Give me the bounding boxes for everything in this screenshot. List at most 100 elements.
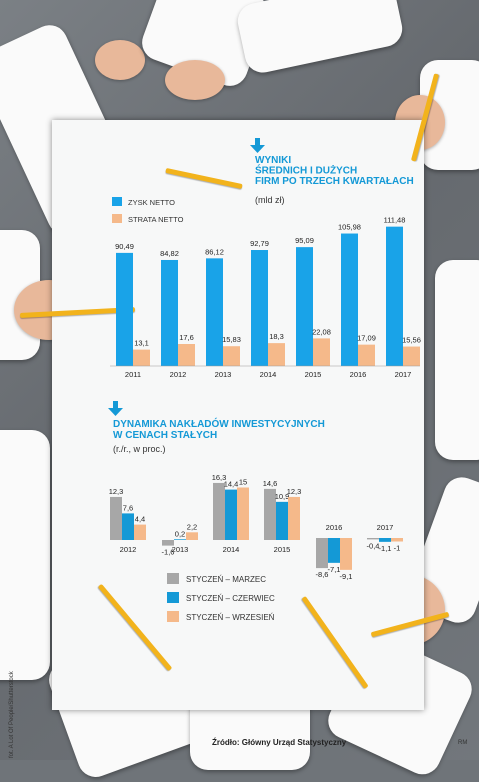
tick-label: 2014 xyxy=(260,370,277,379)
bar-label: -1,6 xyxy=(162,548,175,557)
bar-strata xyxy=(358,344,375,366)
bar-zysk xyxy=(116,252,133,366)
bar-zysk xyxy=(206,258,223,366)
legend-label: STYCZEŃ – CZERWIEC xyxy=(186,594,275,603)
bar-label: 16,3 xyxy=(212,473,227,482)
bar-series-2 xyxy=(276,501,288,540)
legend-swatch xyxy=(167,611,179,622)
bar-label: 84,82 xyxy=(160,249,179,258)
tick-label: 2013 xyxy=(172,545,189,554)
bar-label: -8,6 xyxy=(316,570,329,579)
tick-label: 2017 xyxy=(395,370,412,379)
tick-label: 2013 xyxy=(215,370,232,379)
tick-label: 2012 xyxy=(170,370,187,379)
bar-series-1 xyxy=(316,538,328,569)
bar-series-1 xyxy=(213,482,225,540)
title-line: W CENACH STAŁYCH xyxy=(113,430,217,441)
chart2-title: DYNAMIKA NAKŁADÓW INWESTYCYJNYCH W CENACH… xyxy=(113,417,325,441)
bar-strata xyxy=(133,349,150,366)
bar-series-3 xyxy=(288,496,300,540)
bar-series-1 xyxy=(264,488,276,540)
bar-label: 2,2 xyxy=(187,522,197,531)
title-line: DYNAMIKA NAKŁADÓW INWESTYCYJNYCH xyxy=(113,417,325,430)
bar-series-3 xyxy=(186,532,198,540)
chart1-legend: ZYSK NETTO STRATA NETTO xyxy=(112,197,184,224)
author-initials: RM xyxy=(458,740,468,746)
bar-label: 15,56 xyxy=(402,336,421,345)
tick-label: 2014 xyxy=(223,545,240,554)
bar-zysk xyxy=(296,247,313,366)
bar-label: 14,4 xyxy=(224,480,239,489)
bar-label: -1,1 xyxy=(379,544,392,553)
bar-zysk xyxy=(161,259,178,366)
bar-label: 92,79 xyxy=(250,239,269,248)
chart2-subtitle: (r./r., w proc.) xyxy=(113,444,166,454)
bar-label: 14,6 xyxy=(263,479,278,488)
source-note: Źródło: Główny Urząd Statystyczny xyxy=(212,738,347,747)
arm-right-mid xyxy=(435,260,479,460)
bar-label: 15 xyxy=(239,478,247,487)
bar-series-2 xyxy=(328,538,340,563)
bar-series-3 xyxy=(391,538,403,542)
tick-label: 2015 xyxy=(305,370,322,379)
bar-label: 10,9 xyxy=(275,492,290,501)
chart-canvas: WYNIKI ŚREDNICH I DUŻYCH FIRM PO TRZECH KW… xyxy=(108,138,421,622)
title-line: FIRM PO TRZECH KWARTAŁACH xyxy=(255,176,414,187)
legend-swatch xyxy=(112,214,122,223)
chart1-arrow-icon xyxy=(250,138,265,153)
bar-strata xyxy=(403,346,420,366)
hand-top-left xyxy=(95,40,145,80)
chart2-plot: 12,3 7,64,4 2012 -1,6 0,22,2 2013 16,314,4 15 20… xyxy=(109,473,403,581)
bar-zysk xyxy=(251,250,268,366)
chart2-legend: STYCZEŃ – MARZEC STYCZEŃ – CZERWIEC STYCZE… xyxy=(167,573,275,622)
chart1-plot: 90,49 13,1 2011 84,82 17,6 2012 86,12 15,83 2013… xyxy=(110,216,421,379)
tick-label: 2015 xyxy=(274,545,291,554)
bar-label: -7,1 xyxy=(328,565,341,574)
bar-label: 17,09 xyxy=(357,334,376,343)
tick-label: 2016 xyxy=(350,370,367,379)
bar-label: 12,3 xyxy=(109,487,124,496)
bar-zysk xyxy=(341,233,358,366)
tick-label: 2017 xyxy=(377,523,394,532)
bar-label: 105,98 xyxy=(338,223,361,232)
bar-label: 111,48 xyxy=(384,216,406,225)
bar-label: 13,1 xyxy=(134,339,149,348)
photo-credit: fot. A Lot Of People/Shutterstock xyxy=(9,671,15,758)
bar-zysk xyxy=(386,226,403,366)
legend-swatch xyxy=(167,573,179,584)
bar-series-2 xyxy=(379,538,391,542)
bar-label: 90,49 xyxy=(115,242,134,251)
bar-label: 15,83 xyxy=(222,335,241,344)
bar-label: -0,4 xyxy=(367,541,380,550)
bar-label: 7,6 xyxy=(123,503,133,512)
bar-strata xyxy=(178,344,195,366)
bar-series-1 xyxy=(367,538,379,540)
title-line: ŚREDNICH I DUŻYCH xyxy=(255,164,357,177)
bar-series-2 xyxy=(174,539,186,540)
bar-series-3 xyxy=(134,524,146,540)
bar-label: 4,4 xyxy=(135,515,145,524)
tick-label: 2012 xyxy=(120,545,137,554)
legend-label: STYCZEŃ – WRZESIEŃ xyxy=(186,613,275,622)
bar-label: 12,3 xyxy=(287,487,302,496)
bar-label: 22,08 xyxy=(312,327,331,336)
bar-label: 95,09 xyxy=(295,236,314,245)
bar-strata xyxy=(313,338,330,366)
bar-strata xyxy=(268,343,285,366)
legend-label: ZYSK NETTO xyxy=(128,198,175,207)
bar-series-3 xyxy=(340,538,352,570)
legend-swatch xyxy=(112,197,122,206)
bar-series-2 xyxy=(225,489,237,540)
bar-label: 17,6 xyxy=(179,333,194,342)
title-line: WYNIKI xyxy=(255,155,291,166)
chart1-subtitle: (mld zł) xyxy=(255,195,285,205)
legend-label: STRATA NETTO xyxy=(128,215,184,224)
bar-series-1 xyxy=(110,496,122,540)
legend-label: STYCZEŃ – MARZEC xyxy=(186,575,266,584)
bar-series-2 xyxy=(122,513,134,540)
bar-label: 86,12 xyxy=(205,247,224,256)
chart1-title: WYNIKI ŚREDNICH I DUŻYCH FIRM PO TRZECH KW… xyxy=(255,155,414,187)
bar-series-1 xyxy=(162,540,174,546)
arm-left-bottom xyxy=(0,430,50,680)
tick-label: 2016 xyxy=(326,523,343,532)
